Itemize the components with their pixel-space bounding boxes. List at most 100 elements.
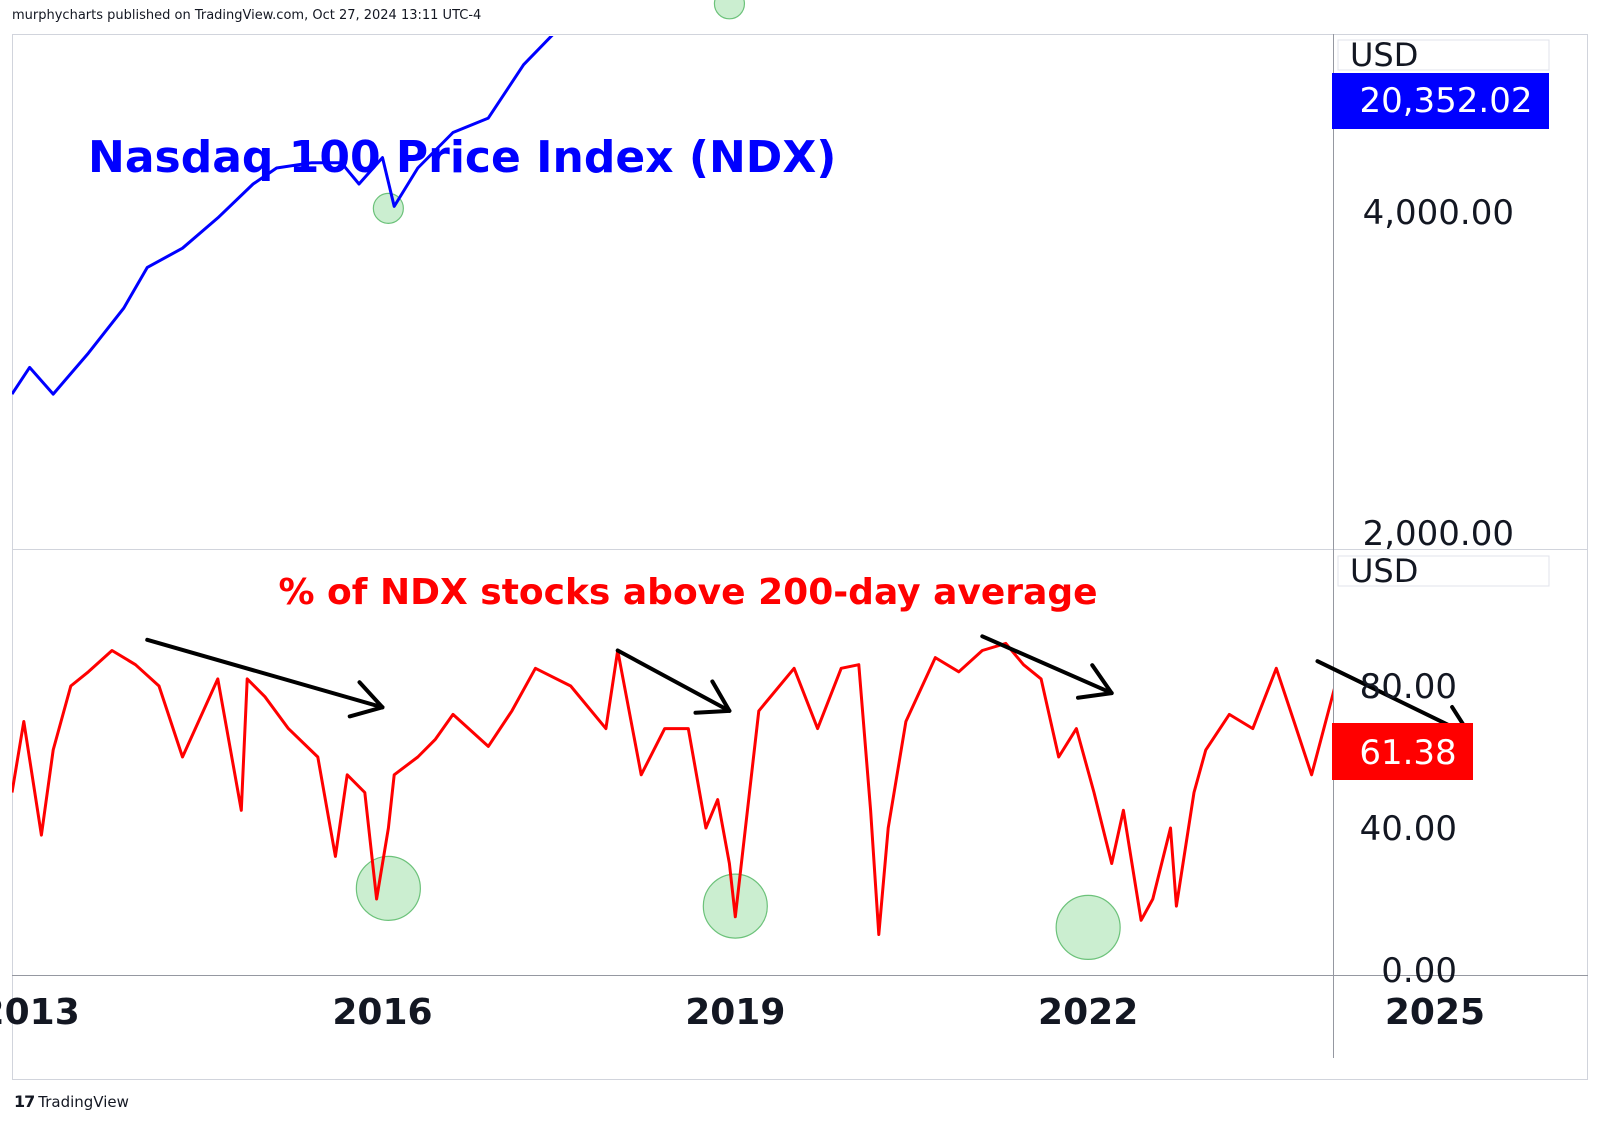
breadth-point[interactable] — [887, 827, 890, 830]
ndx-price-point[interactable] — [28, 366, 31, 369]
breadth-point[interactable] — [877, 933, 880, 936]
breadth-point[interactable] — [434, 738, 437, 741]
breadth-point[interactable] — [11, 791, 14, 794]
breadth-currency-label: USD — [1350, 552, 1418, 590]
breadth-point[interactable] — [393, 773, 396, 776]
breadth-point[interactable] — [387, 827, 390, 830]
breadth-point[interactable] — [604, 727, 607, 730]
ndx-price-point[interactable] — [122, 307, 125, 310]
breadth-point[interactable] — [704, 827, 707, 830]
breadth-point[interactable] — [40, 834, 43, 837]
breadth-point[interactable] — [510, 709, 513, 712]
ndx-price-line[interactable] — [12, 0, 1418, 396]
breadth-point[interactable] — [1140, 919, 1143, 922]
breadth-pane[interactable]: % of NDX stocks above 200-day average — [11, 572, 1473, 961]
breadth-point[interactable] — [416, 756, 419, 759]
breadth-point[interactable] — [375, 898, 378, 901]
breadth-point[interactable] — [1310, 773, 1313, 776]
breadth-point[interactable] — [981, 649, 984, 652]
ndx-price-point[interactable] — [52, 393, 55, 396]
breadth-point[interactable] — [1404, 720, 1407, 723]
breadth-point[interactable] — [757, 709, 760, 712]
breadth-tick-label: 80.00 — [1360, 667, 1457, 707]
breadth-point[interactable] — [734, 915, 737, 918]
ndx-price-point[interactable] — [393, 205, 396, 208]
breadth-point[interactable] — [246, 677, 249, 680]
breadth-point[interactable] — [1151, 898, 1154, 901]
breadth-point[interactable] — [287, 727, 290, 730]
breadth-point[interactable] — [69, 685, 72, 688]
breadth-point[interactable] — [134, 663, 137, 666]
breadth-point[interactable] — [1275, 667, 1278, 670]
breadth-point[interactable] — [1075, 727, 1078, 730]
breadth-point[interactable] — [857, 663, 860, 666]
breadth-point[interactable] — [869, 809, 872, 812]
breadth-point[interactable] — [452, 713, 455, 716]
breadth-tick-label: 0.00 — [1381, 951, 1457, 991]
breadth-point[interactable] — [263, 695, 266, 698]
breadth-point[interactable] — [687, 727, 690, 730]
breadth-point[interactable] — [840, 667, 843, 670]
breadth-point[interactable] — [1057, 756, 1060, 759]
breadth-point[interactable] — [934, 656, 937, 659]
ndx-price-point[interactable] — [557, 27, 560, 30]
breadth-point[interactable] — [240, 809, 243, 812]
breadth-point[interactable] — [363, 791, 366, 794]
footer-brand: TradingView — [38, 1092, 129, 1111]
breadth-point[interactable] — [728, 862, 731, 865]
ndx-price-point[interactable] — [487, 117, 490, 120]
breadth-point[interactable] — [1193, 791, 1196, 794]
breadth-point[interactable] — [1040, 677, 1043, 680]
breadth-point[interactable] — [569, 685, 572, 688]
breadth-point[interactable] — [110, 649, 113, 652]
ndx-price-point[interactable] — [11, 393, 14, 396]
time-tick-label: 2022 — [1038, 992, 1138, 1033]
ndx-price-point[interactable] — [87, 352, 90, 355]
trend-arrow-shaft — [980, 634, 1114, 696]
breadth-line[interactable] — [12, 641, 1418, 936]
breadth-point[interactable] — [534, 667, 537, 670]
breadth-point[interactable] — [793, 667, 796, 670]
breadth-point[interactable] — [1334, 685, 1337, 688]
breadth-point[interactable] — [52, 748, 55, 751]
breadth-point[interactable] — [663, 727, 666, 730]
breadth-point[interactable] — [216, 677, 219, 680]
breadth-point[interactable] — [1169, 827, 1172, 830]
ndx-price-point[interactable] — [522, 63, 525, 66]
ndx-price-point[interactable] — [593, 0, 596, 3]
price-pane[interactable]: Nasdaq 100 Price Index (NDX) — [11, 0, 1419, 396]
breadth-highlight-circle-3 — [1055, 894, 1121, 961]
breadth-point[interactable] — [22, 720, 25, 723]
breadth-point[interactable] — [158, 685, 161, 688]
ndx-price-point[interactable] — [728, 0, 731, 3]
ndx-price-point[interactable] — [216, 216, 219, 219]
price-last-value-label: 20,352.02 — [1359, 81, 1532, 121]
breadth-point[interactable] — [346, 773, 349, 776]
breadth-point[interactable] — [181, 756, 184, 759]
breadth-point[interactable] — [904, 720, 907, 723]
breadth-point[interactable] — [1292, 720, 1295, 723]
breadth-point[interactable] — [640, 773, 643, 776]
breadth-point[interactable] — [716, 798, 719, 801]
ndx-price-point[interactable] — [181, 247, 184, 250]
breadth-point[interactable] — [1110, 862, 1113, 865]
price-pane-title: Nasdaq 100 Price Index (NDX) — [88, 132, 836, 183]
breadth-point[interactable] — [957, 670, 960, 673]
price-currency-label: USD — [1350, 36, 1418, 74]
breadth-point[interactable] — [1093, 791, 1096, 794]
breadth-point[interactable] — [1122, 809, 1125, 812]
breadth-point[interactable] — [87, 670, 90, 673]
breadth-point[interactable] — [816, 727, 819, 730]
breadth-point[interactable] — [487, 745, 490, 748]
breadth-point[interactable] — [1175, 905, 1178, 908]
breadth-point[interactable] — [316, 756, 319, 759]
breadth-point[interactable] — [1022, 663, 1025, 666]
breadth-point[interactable] — [1228, 713, 1231, 716]
breadth-point[interactable] — [1204, 748, 1207, 751]
ndx-price-point[interactable] — [146, 266, 149, 269]
breadth-last-value-label: 61.38 — [1359, 733, 1456, 773]
breadth-point[interactable] — [1251, 727, 1254, 730]
time-tick-label: 2016 — [332, 992, 432, 1033]
breadth-point[interactable] — [334, 855, 337, 858]
